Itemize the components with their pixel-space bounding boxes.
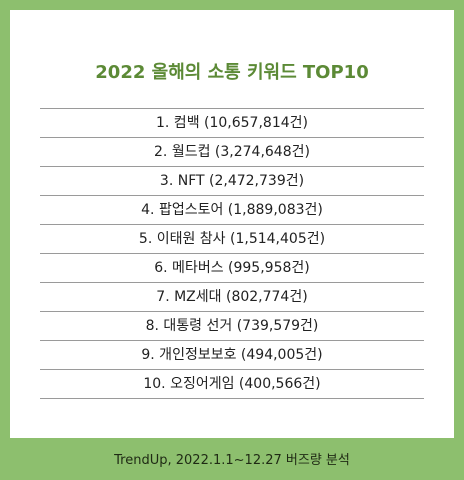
keyword-item-5: 5. 이태원 참사 (1,514,405건) <box>40 225 424 254</box>
source-footer: TrendUp, 2022.1.1~12.27 버즈량 분석 <box>114 453 350 468</box>
keyword-item-4: 4. 팝업스토어 (1,889,083건) <box>40 196 424 225</box>
brand-subtitle: 한국PR협회 <box>418 24 439 29</box>
keyword-list: 1. 컴백 (10,657,814건) 2. 월드컵 (3,274,648건) … <box>40 108 424 399</box>
keyword-item-3: 3. NFT (2,472,739건) <box>40 167 424 196</box>
keyword-item-10: 10. 오징어게임 (400,566건) <box>40 370 424 399</box>
keyword-item-6: 6. 메타버스 (995,958건) <box>40 254 424 283</box>
keyword-item-2: 2. 월드컵 (3,274,648건) <box>40 138 424 167</box>
brand-logo-text: KPRA <box>409 10 448 24</box>
keyword-item-7: 7. MZ세대 (802,774건) <box>40 283 424 312</box>
brand-logo: KPRA 한국PR협회 <box>409 10 448 30</box>
keyword-item-9: 9. 개인정보보호 (494,005건) <box>40 341 424 370</box>
keyword-item-8: 8. 대통령 선거 (739,579건) <box>40 312 424 341</box>
page-title: 2022 올해의 소통 키워드 TOP10 <box>95 62 369 83</box>
keyword-item-1: 1. 컴백 (10,657,814건) <box>40 109 424 138</box>
